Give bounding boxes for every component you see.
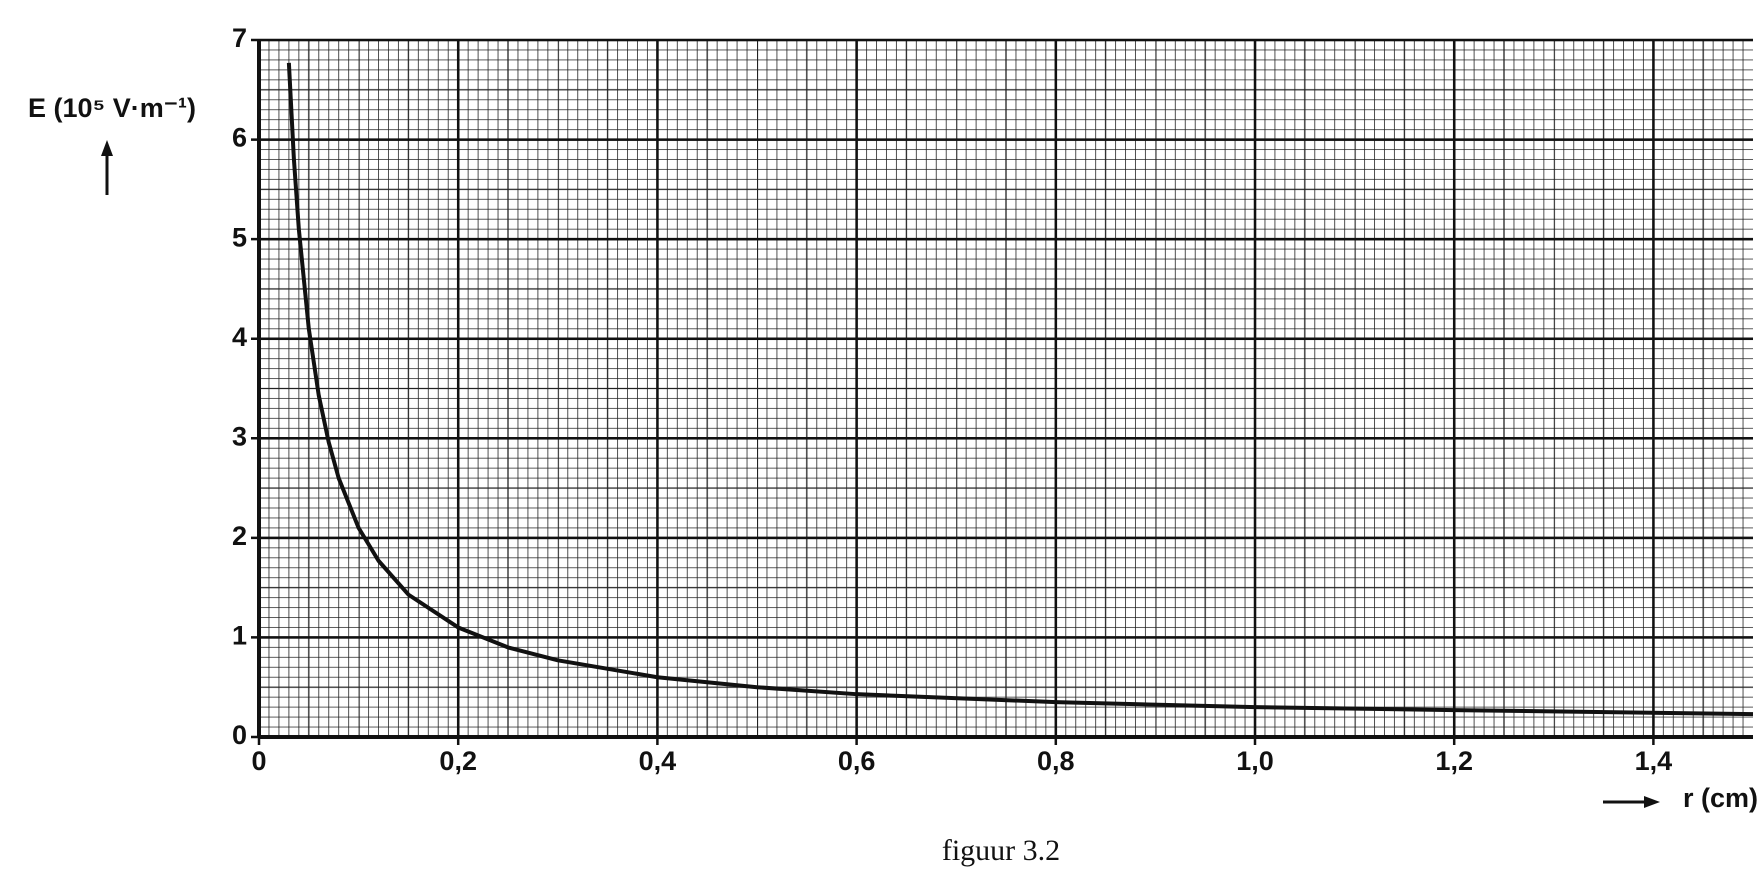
- y-tick-label: 0: [232, 720, 247, 750]
- y-tick-label: 6: [232, 123, 247, 153]
- x-tick-label: 0,6: [838, 746, 876, 776]
- fine-grid: [259, 40, 1753, 737]
- y-tick-label: 2: [232, 521, 247, 551]
- x-tick-label: 0,8: [1037, 746, 1075, 776]
- y-axis-label: E (10⁵ V·m⁻¹): [28, 93, 196, 123]
- y-arrowhead: [101, 140, 113, 156]
- y-tick-label: 3: [232, 421, 247, 451]
- y-tick-label: 7: [232, 23, 247, 53]
- x-arrowhead: [1644, 796, 1660, 808]
- x-tick-label: 1,4: [1635, 746, 1673, 776]
- x-tick-label: 0,4: [639, 746, 677, 776]
- x-tick-label: 0,2: [439, 746, 477, 776]
- caption: figuur 3.2: [942, 834, 1060, 867]
- x-tick-label: 1,0: [1236, 746, 1274, 776]
- y-tick-label: 1: [232, 621, 247, 651]
- line: [286, 62, 1754, 717]
- x-axis-label: r (cm): [1683, 783, 1758, 813]
- x-tick-label: 0: [251, 746, 266, 776]
- y-tick-label: 5: [232, 222, 247, 252]
- y-tick-label: 4: [232, 322, 247, 352]
- x-tick-label: 1,2: [1435, 746, 1473, 776]
